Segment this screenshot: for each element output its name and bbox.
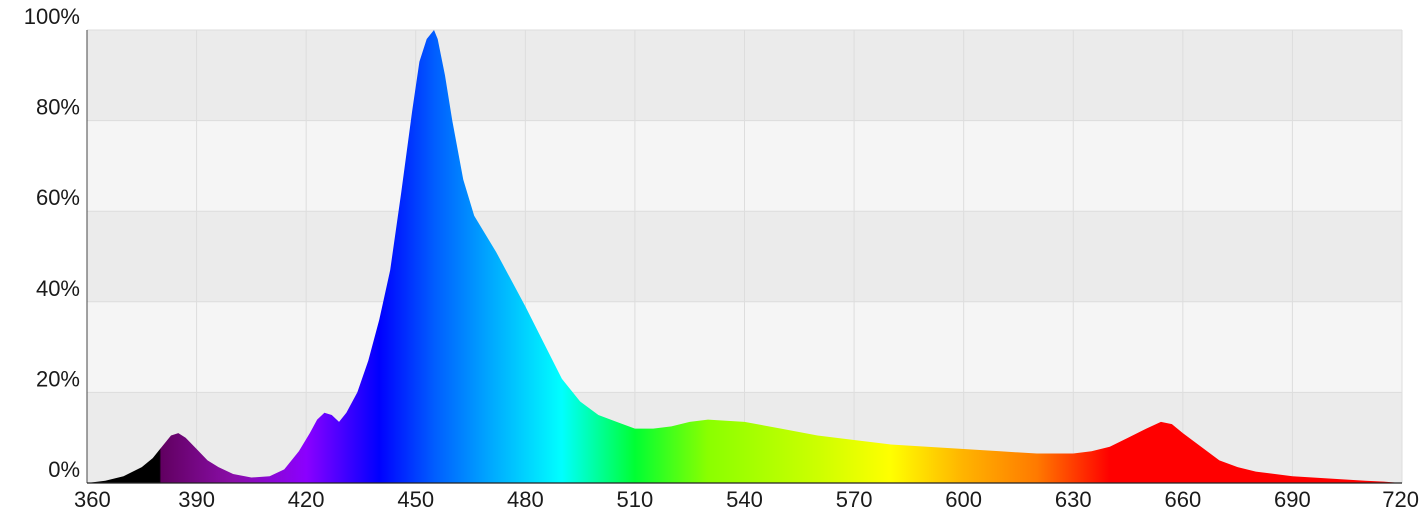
y-tick-label: 100% [24,4,80,29]
spectrum-area [87,30,1402,483]
x-tick-label: 720 [1382,487,1419,512]
x-tick-label: 390 [178,487,215,512]
y-tick-label: 0% [48,457,80,482]
y-tick-label: 60% [36,185,80,210]
y-axis-labels: 0% 20% 40% 60% 80% 100% [24,4,80,482]
x-tick-label: 630 [1055,487,1092,512]
x-tick-label: 600 [945,487,982,512]
x-tick-label: 690 [1274,487,1311,512]
x-tick-label: 360 [74,487,111,512]
x-tick-label: 570 [836,487,873,512]
y-tick-label: 80% [36,95,80,120]
y-tick-label: 40% [36,276,80,301]
x-tick-label: 510 [617,487,654,512]
x-tick-label: 660 [1164,487,1201,512]
x-axis-labels: 360 390 420 450 480 510 540 570 600 630 660 690 720 [74,487,1419,512]
x-tick-label: 480 [507,487,544,512]
y-tick-label: 20% [36,366,80,391]
spectrum-area-layer [87,30,1402,483]
axes-layer [86,30,1402,484]
x-tick-label: 540 [726,487,763,512]
x-tick-label: 450 [397,487,434,512]
x-tick-label: 420 [288,487,325,512]
